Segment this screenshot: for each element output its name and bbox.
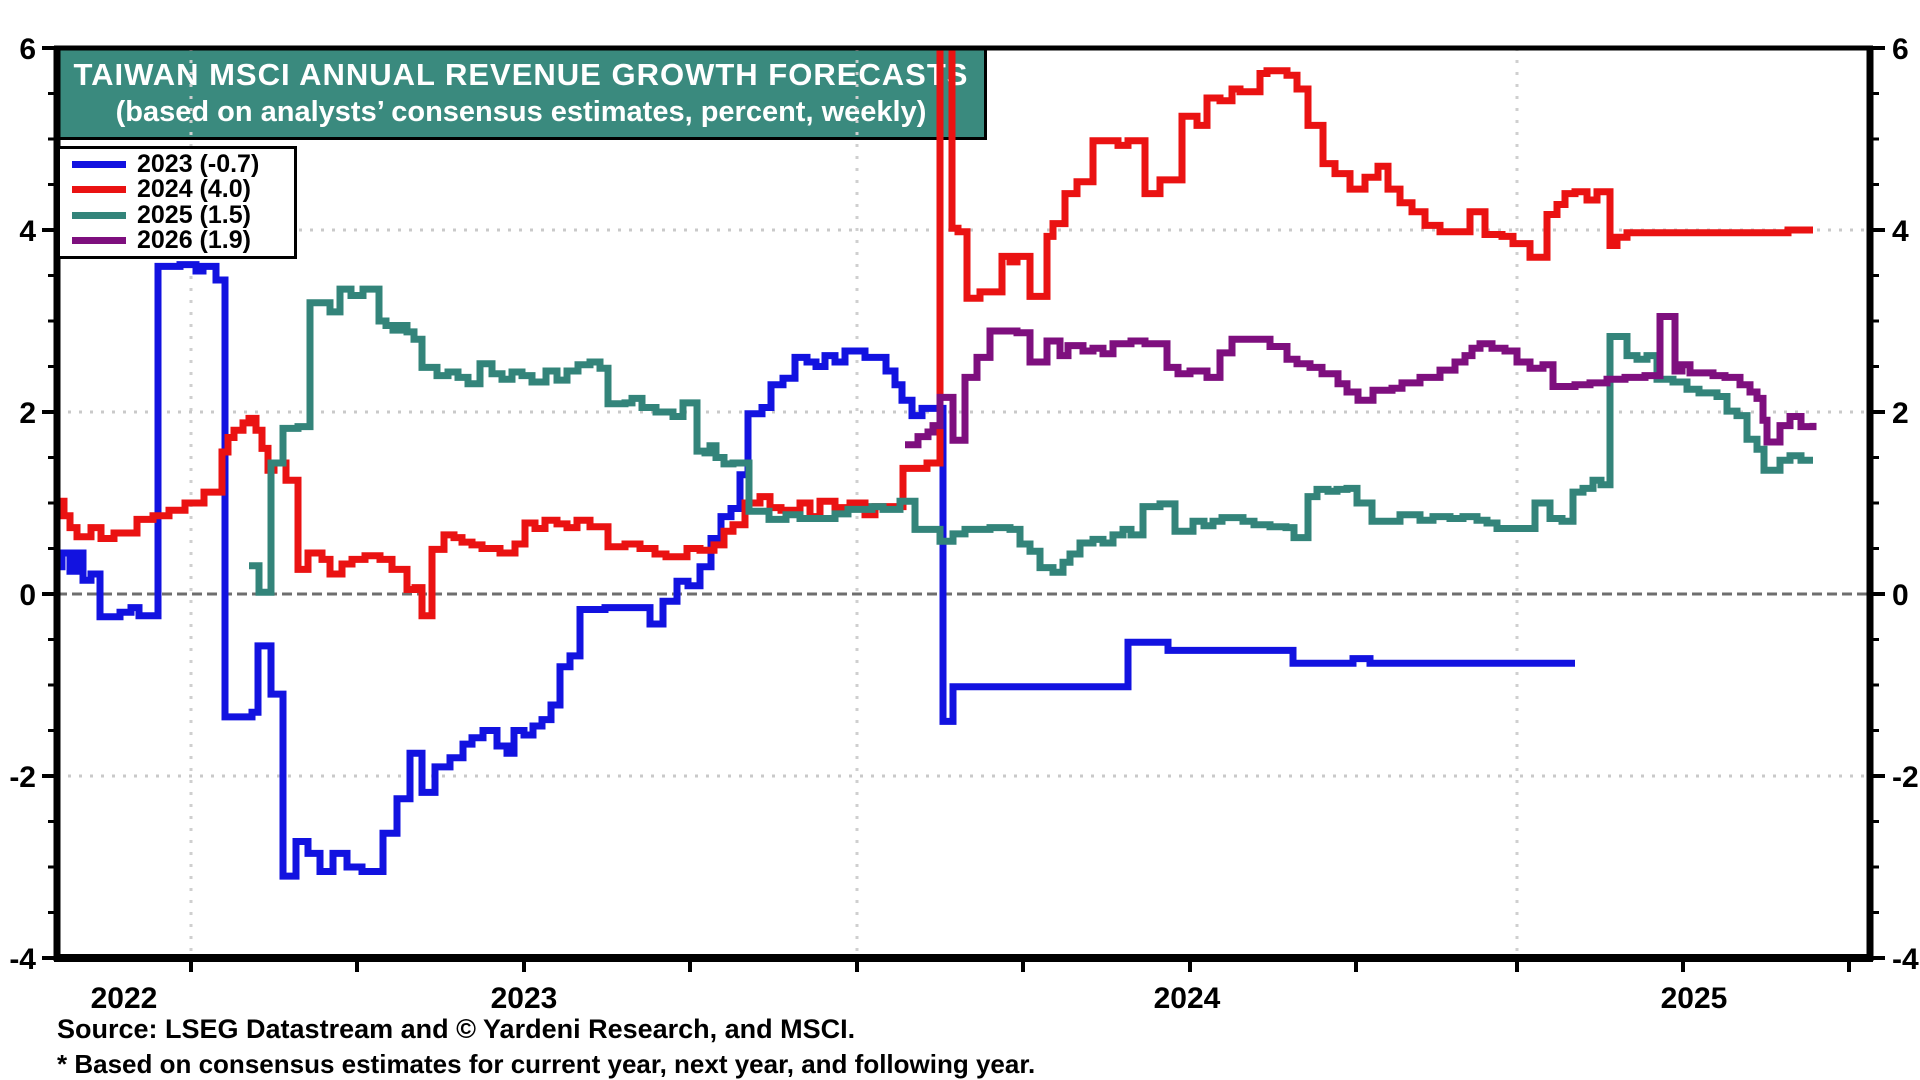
legend-item-2025: 2025 (1.5) xyxy=(60,200,294,229)
y-axis-label-left: 2 xyxy=(19,397,36,430)
legend-item-2023: 2023 (-0.7) xyxy=(60,149,294,178)
y-axis-label-right: 4 xyxy=(1892,215,1909,248)
chart-subtitle: (based on analysts’ consensus estimates,… xyxy=(115,95,927,128)
y-axis-label-right: 0 xyxy=(1892,579,1909,612)
source-text: Source: LSEG Datastream and © Yardeni Re… xyxy=(57,1014,856,1044)
x-year-label: 2023 xyxy=(491,982,558,1015)
y-axis-label-right: -2 xyxy=(1892,761,1919,794)
series-line-2024 xyxy=(57,48,1813,620)
legend-label: 2025 (1.5) xyxy=(137,200,251,229)
y-axis-label-right: -4 xyxy=(1892,943,1919,976)
x-year-label: 2025 xyxy=(1661,982,1728,1015)
legend-swatch xyxy=(72,211,126,219)
series-line-2023 xyxy=(57,261,1575,880)
x-year-label: 2022 xyxy=(91,982,158,1015)
y-axis-label-left: -2 xyxy=(9,761,36,794)
y-axis-label-left: -4 xyxy=(9,943,36,976)
legend-swatch xyxy=(72,160,126,168)
legend-label: 2024 (4.0) xyxy=(137,175,251,204)
y-axis-label-right: 6 xyxy=(1892,33,1909,66)
x-year-label: 2024 xyxy=(1154,982,1221,1015)
legend-label: 2026 (1.9) xyxy=(137,226,251,255)
y-axis-label-left: 4 xyxy=(19,215,36,248)
y-axis-label-left: 6 xyxy=(19,33,36,66)
legend-item-2026: 2026 (1.9) xyxy=(60,226,294,255)
legend-label: 2023 (-0.7) xyxy=(137,149,260,178)
legend-swatch xyxy=(72,237,126,245)
y-axis-label-left: 0 xyxy=(19,579,36,612)
y-axis-label-right: 2 xyxy=(1892,397,1909,430)
legend-item-2024: 2024 (4.0) xyxy=(60,175,294,204)
title-banner: TAIWAN MSCI ANNUAL REVENUE GROWTH FORECA… xyxy=(55,46,987,140)
chart-title: TAIWAN MSCI ANNUAL REVENUE GROWTH FORECA… xyxy=(73,57,969,93)
legend-swatch xyxy=(72,186,126,194)
series-line-2025 xyxy=(249,285,1813,596)
legend: 2023 (-0.7) 2024 (4.0) 2025 (1.5) 2026 (1.9… xyxy=(57,146,297,259)
footnote-text: * Based on consensus estimates for curre… xyxy=(57,1049,1036,1079)
series-line-2026 xyxy=(905,313,1817,449)
